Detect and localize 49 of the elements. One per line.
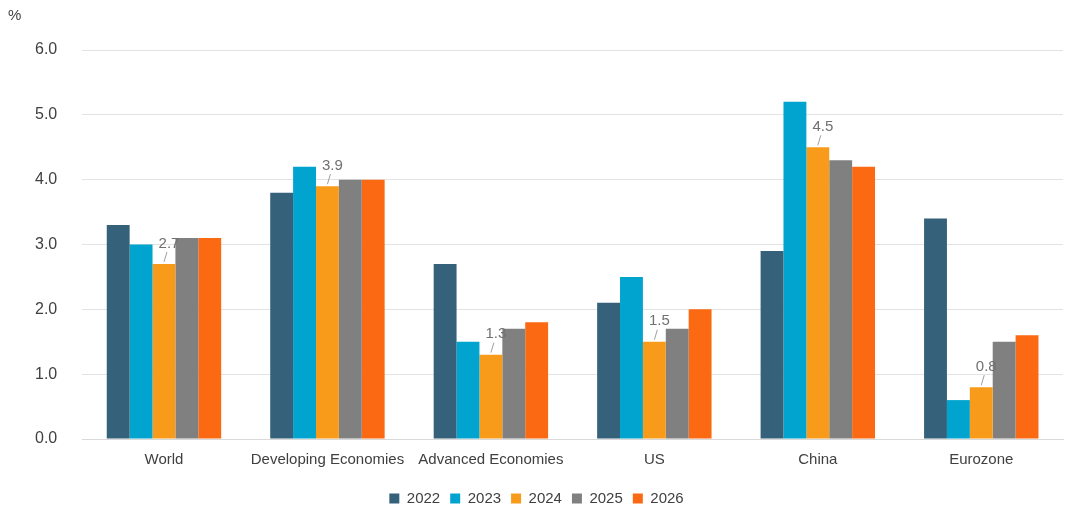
bar — [642, 341, 666, 439]
legend-label: 2024 — [528, 488, 562, 506]
bar — [152, 263, 176, 439]
data-label: 3.9 — [322, 155, 343, 173]
bar — [969, 387, 993, 439]
y-axis-title: % — [8, 6, 22, 23]
x-tick-label: US — [643, 450, 665, 468]
bar — [829, 160, 853, 439]
y-tick-label: 5.0 — [34, 105, 58, 123]
y-tick-label: 0.0 — [34, 429, 58, 447]
x-tick-label: China — [798, 450, 839, 468]
legend-label: 2022 — [406, 488, 441, 506]
bar — [760, 250, 784, 439]
bar — [1015, 335, 1039, 439]
x-tick-label: World — [144, 450, 184, 468]
bar — [456, 341, 480, 439]
bar — [338, 179, 362, 439]
legend-label: 2025 — [589, 488, 623, 506]
bar — [665, 328, 689, 439]
x-tick-label: Advanced Economies — [418, 450, 564, 468]
bar — [688, 309, 712, 439]
y-tick-label: 2.0 — [34, 299, 58, 317]
y-tick-label: 6.0 — [34, 40, 58, 58]
y-tick-label: 4.0 — [34, 170, 58, 188]
legend-label: 2026 — [650, 488, 684, 506]
data-label: 1.5 — [648, 311, 670, 329]
data-label: 4.5 — [812, 116, 834, 134]
bar — [479, 354, 503, 439]
bar — [783, 101, 807, 439]
bar — [525, 322, 549, 439]
bar — [946, 400, 970, 439]
bar — [293, 166, 316, 439]
bar — [198, 238, 222, 439]
x-tick-label: Developing Economies — [250, 450, 405, 468]
y-tick-label: 1.0 — [34, 364, 58, 382]
bar — [361, 179, 385, 439]
bar — [106, 225, 130, 439]
bar — [597, 302, 621, 439]
bar — [924, 218, 947, 439]
bar — [129, 244, 153, 439]
bar — [315, 186, 339, 439]
bar — [270, 192, 294, 439]
bar — [620, 276, 643, 439]
bar — [852, 166, 876, 439]
x-tick-label: Eurozone — [949, 450, 1014, 468]
bar — [806, 147, 830, 439]
y-tick-label: 3.0 — [34, 234, 58, 252]
bar — [433, 263, 457, 439]
legend-label: 2023 — [467, 488, 502, 506]
